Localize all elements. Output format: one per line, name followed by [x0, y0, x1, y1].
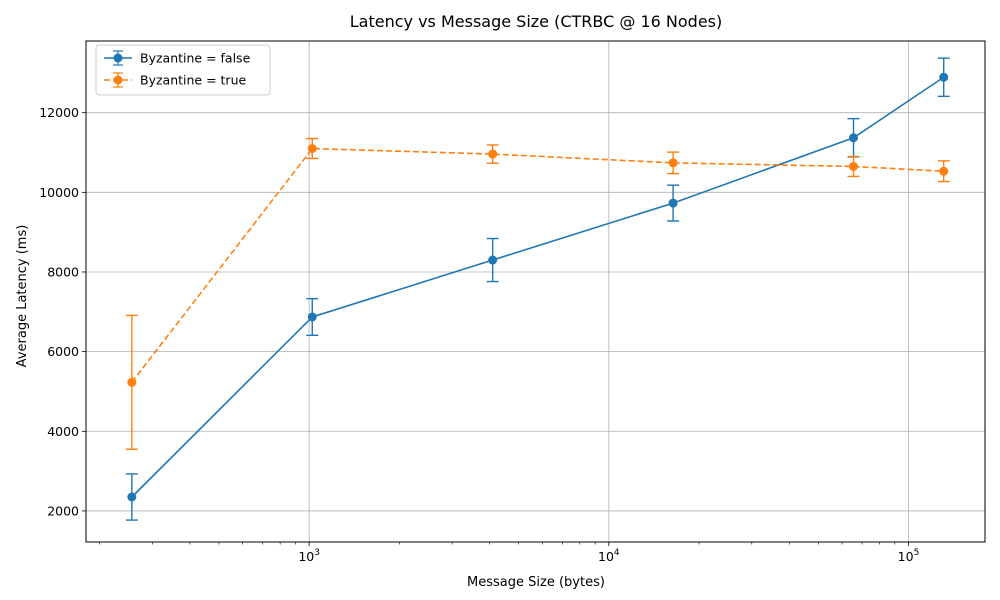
- x-axis: 103 104 105: [99, 542, 920, 564]
- x-tick-label: 105: [898, 548, 920, 564]
- x-axis-label: Message Size (bytes): [467, 575, 605, 590]
- x-tick-exponent: 5: [914, 548, 920, 558]
- legend-box: [95, 44, 271, 96]
- data-point: [307, 312, 317, 322]
- legend-item: Byzantine = false: [104, 50, 251, 66]
- data-point: [307, 144, 317, 154]
- y-tick-label: 4000: [47, 424, 79, 439]
- y-tick-label: 6000: [47, 344, 79, 359]
- series-line: [131, 147, 944, 383]
- data-point: [668, 158, 678, 168]
- data-point: [939, 72, 949, 82]
- y-tick-label: 8000: [47, 264, 79, 279]
- x-tick-exponent: 3: [314, 548, 320, 558]
- legend: Byzantine = false Byzantine = true: [95, 44, 271, 96]
- data-point: [488, 255, 498, 265]
- y-axis-label: Average Latency (ms): [15, 225, 30, 368]
- series-1: [125, 137, 950, 450]
- y-tick-label: 12000: [39, 105, 79, 120]
- chart-title: Latency vs Message Size (CTRBC @ 16 Node…: [350, 12, 722, 31]
- x-tick-label: 104: [598, 548, 620, 564]
- legend-item: Byzantine = true: [104, 72, 246, 88]
- series-line: [131, 76, 945, 498]
- legend-label: Byzantine = false: [140, 51, 251, 66]
- y-tick-label: 2000: [47, 503, 79, 518]
- legend-label: Byzantine = true: [140, 73, 246, 88]
- data-point: [488, 149, 498, 159]
- x-tick-exponent: 4: [614, 548, 620, 558]
- series-0: [125, 57, 950, 521]
- x-tick-label: 103: [298, 548, 320, 564]
- x-tick-base: 10: [598, 549, 614, 564]
- data-point: [849, 133, 859, 143]
- grid: [86, 41, 985, 542]
- data-point: [127, 492, 137, 502]
- data-point: [668, 198, 678, 208]
- series-layer: [125, 57, 950, 521]
- y-axis: 2000 4000 6000 8000 10000 12000: [39, 105, 86, 518]
- plot-frame: [85, 40, 986, 543]
- data-point: [849, 161, 859, 171]
- data-point: [127, 377, 137, 387]
- legend-marker: [113, 75, 123, 85]
- data-point: [939, 166, 949, 176]
- x-tick-base: 10: [898, 549, 914, 564]
- y-tick-label: 10000: [39, 185, 79, 200]
- x-tick-base: 10: [298, 549, 314, 564]
- legend-marker: [113, 53, 123, 63]
